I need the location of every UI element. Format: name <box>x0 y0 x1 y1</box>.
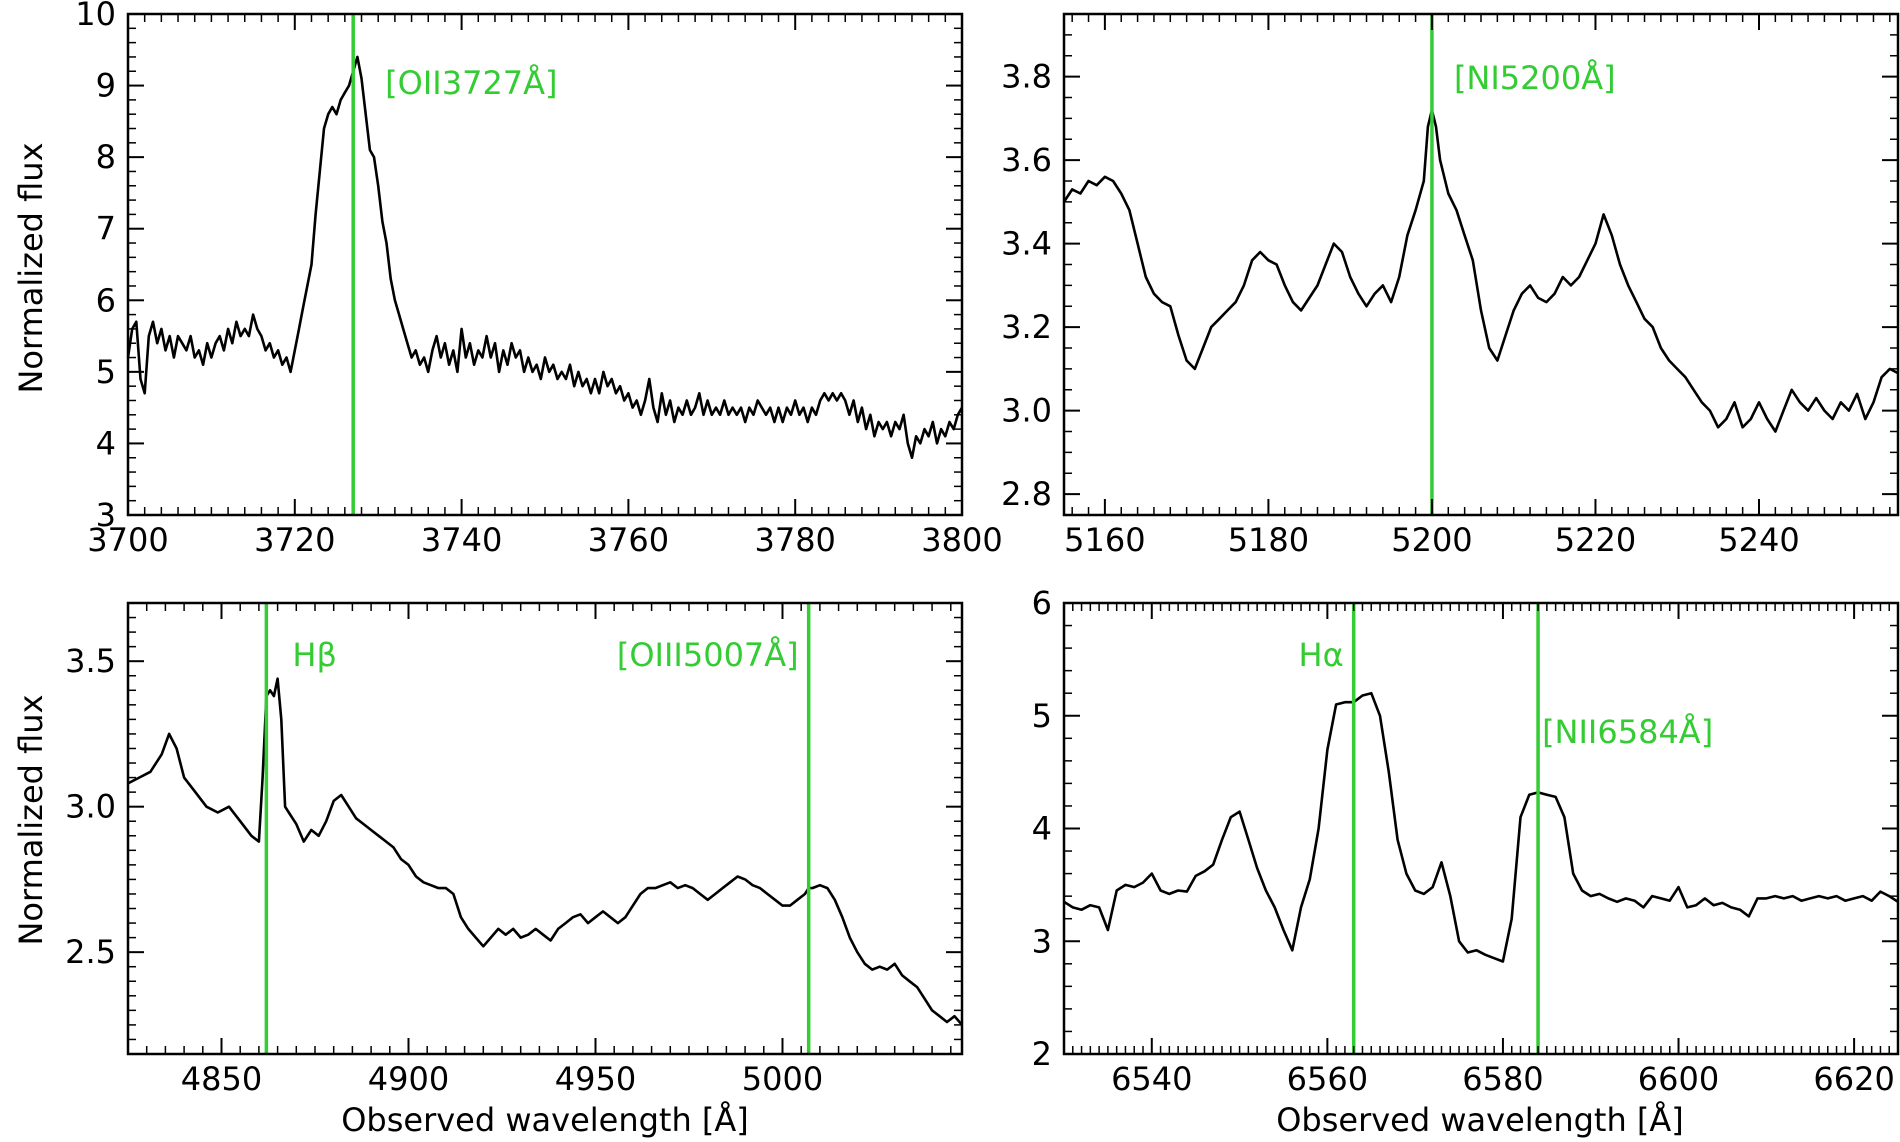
x-tick-label: 3780 <box>754 521 835 559</box>
spectrum-line <box>1062 108 1899 433</box>
emission-line-label-ni5200: [NI5200Å] <box>1454 59 1616 97</box>
y-tick-label: 10 <box>75 0 116 33</box>
y-tick-label: 2.8 <box>1001 475 1052 513</box>
panel-halpha-nii: Hα [NII6584Å] 6540 6560 6580 6600 6620 2 3 4 5 6 <box>1032 584 1900 1098</box>
x-tick-label: 6560 <box>1287 1060 1368 1098</box>
y-tick-label: 3.0 <box>65 788 116 826</box>
x-tick-label: 5200 <box>1391 521 1472 559</box>
spectrum-line <box>1063 691 1899 963</box>
x-tick-label: 6600 <box>1638 1060 1719 1098</box>
x-tick-label: 3800 <box>921 521 1002 559</box>
x-tick-label: 5240 <box>1718 521 1799 559</box>
y-tick-label: 7 <box>96 210 116 248</box>
emission-line-label-nii6584: [NII6584Å] <box>1542 713 1713 751</box>
plot-frame <box>126 601 964 1056</box>
panel-oii-3727: [OII3727Å] 3700 3720 3740 3760 3780 3800 3 4 5 6 7 8… <box>75 0 1002 559</box>
plot-frame <box>126 12 964 517</box>
x-tick-label: 3740 <box>421 521 502 559</box>
y-tick-label: 4 <box>96 424 116 462</box>
emission-line-label-h: Hβ <box>292 636 336 674</box>
y-tick-label: 4 <box>1032 810 1052 848</box>
x-axis-label-bottom-left: Observed wavelength [Å] <box>341 1101 749 1139</box>
y-tick-label: 3 <box>96 496 116 534</box>
x-tick-label: 5160 <box>1064 521 1145 559</box>
y-axis-label-bottom: Normalized flux <box>12 694 50 945</box>
y-tick-label: 3.0 <box>1001 392 1052 430</box>
x-tick-label: 6620 <box>1813 1060 1894 1098</box>
y-tick-label: 3 <box>1032 922 1052 960</box>
y-tick-label: 5 <box>96 353 116 391</box>
x-tick-label: 6540 <box>1111 1060 1192 1098</box>
x-tick-label: 3760 <box>588 521 669 559</box>
x-tick-label: 5000 <box>742 1060 823 1098</box>
x-tick-label: 3700 <box>87 521 168 559</box>
y-tick-label: 3.6 <box>1001 141 1052 179</box>
plot-frame <box>1062 601 1900 1056</box>
x-tick-label: 3720 <box>254 521 335 559</box>
x-tick-label: 4900 <box>368 1060 449 1098</box>
plot-frame <box>1062 12 1900 517</box>
y-tick-label: 8 <box>96 138 116 176</box>
x-tick-label: 4950 <box>555 1060 636 1098</box>
x-tick-label: 5180 <box>1228 521 1309 559</box>
emission-line-label-h: Hα <box>1299 636 1344 674</box>
emission-line-label-oiii5007: [OIII5007Å] <box>617 636 799 674</box>
y-tick-label: 3.2 <box>1001 308 1052 346</box>
spectrum-line <box>127 677 963 1026</box>
x-tick-label: 5220 <box>1555 521 1636 559</box>
y-axis-label-top: Normalized flux <box>12 142 50 393</box>
panel-ni-5200: [NI5200Å] 5160 5180 5200 5220 5240 2.8 3.0 3.2 3.… <box>1001 12 1900 559</box>
panel-hbeta-oiii: Hβ [OIII5007Å] 4850 4900 4950 5000 2.5 3.0 3.5 <box>65 601 964 1098</box>
x-tick-label: 4850 <box>181 1060 262 1098</box>
x-tick-label: 6580 <box>1462 1060 1543 1098</box>
y-tick-label: 3.8 <box>1001 58 1052 96</box>
y-tick-label: 3.5 <box>65 642 116 680</box>
y-tick-label: 6 <box>96 281 116 319</box>
x-axis-label-bottom-right: Observed wavelength [Å] <box>1276 1101 1684 1139</box>
y-tick-label: 5 <box>1032 697 1052 735</box>
y-tick-label: 2.5 <box>65 933 116 971</box>
y-tick-label: 2 <box>1032 1035 1052 1073</box>
y-tick-label: 3.4 <box>1001 225 1052 263</box>
spectrum-line <box>126 55 964 460</box>
y-tick-label: 9 <box>96 67 116 105</box>
emission-line-label-oii3727: [OII3727Å] <box>385 64 557 102</box>
y-tick-label: 6 <box>1032 584 1052 622</box>
